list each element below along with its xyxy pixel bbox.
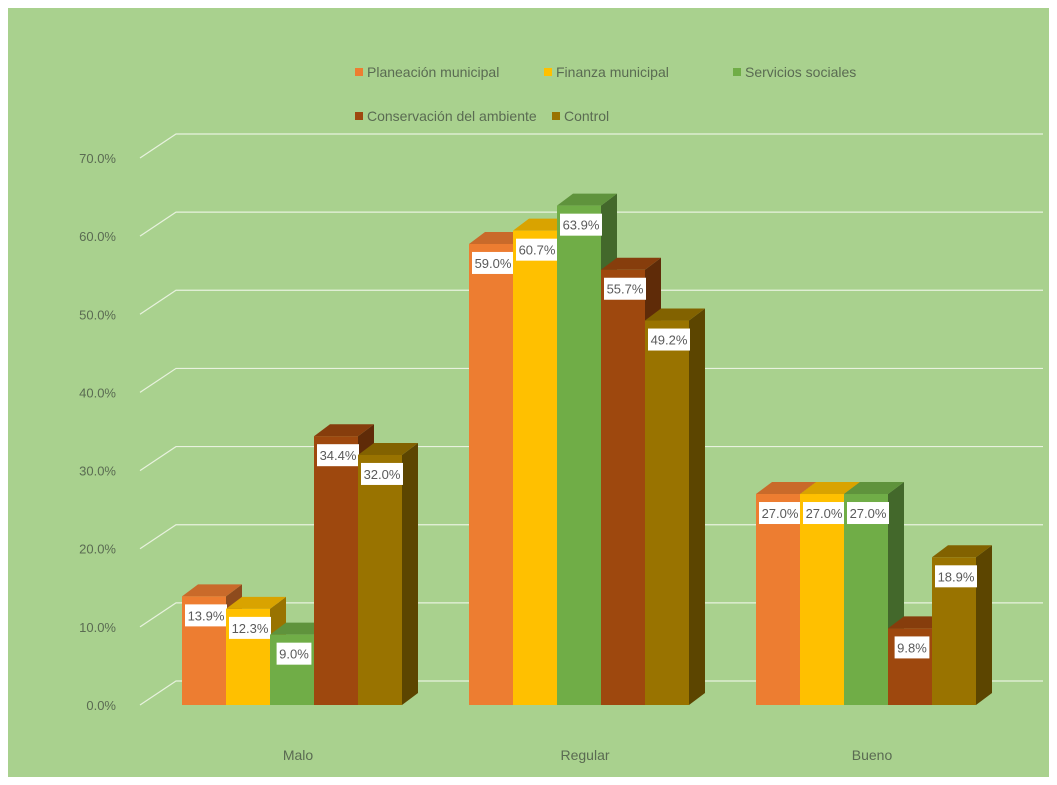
bar-top — [932, 545, 992, 558]
y-tick-label: 50.0% — [79, 307, 116, 322]
gridline — [139, 524, 1043, 550]
data-label: 12.3% — [232, 621, 269, 636]
bar — [469, 243, 513, 705]
data-label-box — [803, 502, 845, 525]
bar-top — [314, 424, 374, 437]
chart-area: 0.0% 10.0% 20.0% 30.0% 40.0% 50.0% 60.0% 70.0% 1… — [8, 8, 1049, 777]
y-tick-label: 70.0% — [79, 151, 116, 166]
data-label: 9.0% — [279, 647, 309, 662]
data-label: 27.0% — [806, 506, 843, 521]
bar-top — [756, 482, 816, 495]
y-tick-label: 30.0% — [79, 464, 116, 479]
legend-swatch — [733, 68, 741, 76]
data-label-box — [847, 502, 889, 525]
y-tick-label: 40.0% — [79, 385, 116, 400]
bar — [844, 494, 888, 705]
data-label-box — [894, 636, 930, 659]
bar-top — [800, 482, 860, 495]
legend-item-conservacion: Conservación del ambiente — [355, 108, 537, 124]
y-tick-label: 10.0% — [79, 620, 116, 635]
legend-item-planeacion: Planeación municipal — [355, 64, 499, 80]
bar-top — [358, 442, 418, 455]
gridline — [139, 680, 1043, 706]
data-label-box — [560, 213, 602, 236]
bar — [645, 320, 689, 705]
data-label-box — [185, 604, 227, 627]
gridline — [139, 133, 1043, 159]
data-label-box — [317, 444, 359, 467]
gridline — [139, 602, 1043, 628]
legend-label: Finanza municipal — [556, 64, 669, 80]
data-label-box — [935, 565, 977, 588]
data-label-box — [604, 277, 646, 300]
bar-side — [402, 442, 418, 705]
bar-top — [182, 584, 242, 597]
legend-label: Control — [564, 108, 610, 124]
bar — [756, 494, 800, 705]
bar — [513, 230, 557, 705]
bar-top — [557, 193, 617, 206]
legend-label: Servicios sociales — [745, 64, 857, 80]
data-label: 27.0% — [762, 506, 799, 521]
bar-top — [645, 308, 705, 321]
y-tick-label: 0.0% — [86, 698, 116, 713]
data-label: 49.2% — [651, 333, 688, 348]
data-label: 9.8% — [897, 640, 927, 655]
data-label: 60.7% — [519, 243, 556, 258]
data-label: 18.9% — [938, 569, 975, 584]
bar-top — [844, 482, 904, 495]
bar-chart: 0.0% 10.0% 20.0% 30.0% 40.0% 50.0% 60.0% 70.0% 1… — [79, 133, 1043, 763]
gridline — [139, 445, 1043, 472]
legend-item-servicios: Servicios sociales — [733, 64, 856, 80]
bar — [314, 436, 358, 705]
gridline — [139, 367, 1043, 393]
bar — [601, 269, 645, 705]
bar-side — [689, 308, 705, 705]
y-tick-label: 20.0% — [79, 542, 116, 557]
data-label: 63.9% — [563, 218, 600, 233]
data-label: 55.7% — [607, 282, 644, 297]
data-label: 59.0% — [475, 256, 512, 271]
data-label-box — [229, 616, 271, 639]
data-label: 13.9% — [188, 608, 225, 623]
legend-item-control: Control — [552, 108, 609, 124]
legend-swatch — [355, 68, 363, 76]
bar-top — [601, 257, 661, 270]
data-label: 32.0% — [364, 467, 401, 482]
bar — [800, 494, 844, 705]
data-label: 27.0% — [850, 506, 887, 521]
data-label-box — [516, 238, 558, 261]
x-tick-label: Malo — [283, 747, 314, 763]
x-tick-label: Bueno — [852, 747, 893, 763]
legend-swatch — [355, 112, 363, 120]
data-label-box — [472, 251, 514, 274]
data-label: 34.4% — [320, 448, 357, 463]
bar-top — [226, 596, 286, 609]
gridline — [139, 211, 1043, 237]
x-tick-label: Regular — [560, 747, 609, 763]
bar — [557, 205, 601, 705]
legend-swatch — [552, 112, 560, 120]
data-label-box — [276, 642, 312, 665]
y-tick-label: 60.0% — [79, 229, 116, 244]
legend-label: Planeación municipal — [367, 64, 500, 80]
data-label-box — [361, 462, 403, 485]
data-label-box — [759, 502, 801, 525]
gridline — [139, 289, 1043, 315]
legend-swatch — [544, 68, 552, 76]
data-label-box — [648, 328, 690, 351]
bar — [358, 454, 402, 705]
legend-item-finanza: Finanza municipal — [544, 64, 669, 80]
legend-label: Conservación del ambiente — [367, 108, 537, 124]
bar-side — [976, 545, 992, 705]
